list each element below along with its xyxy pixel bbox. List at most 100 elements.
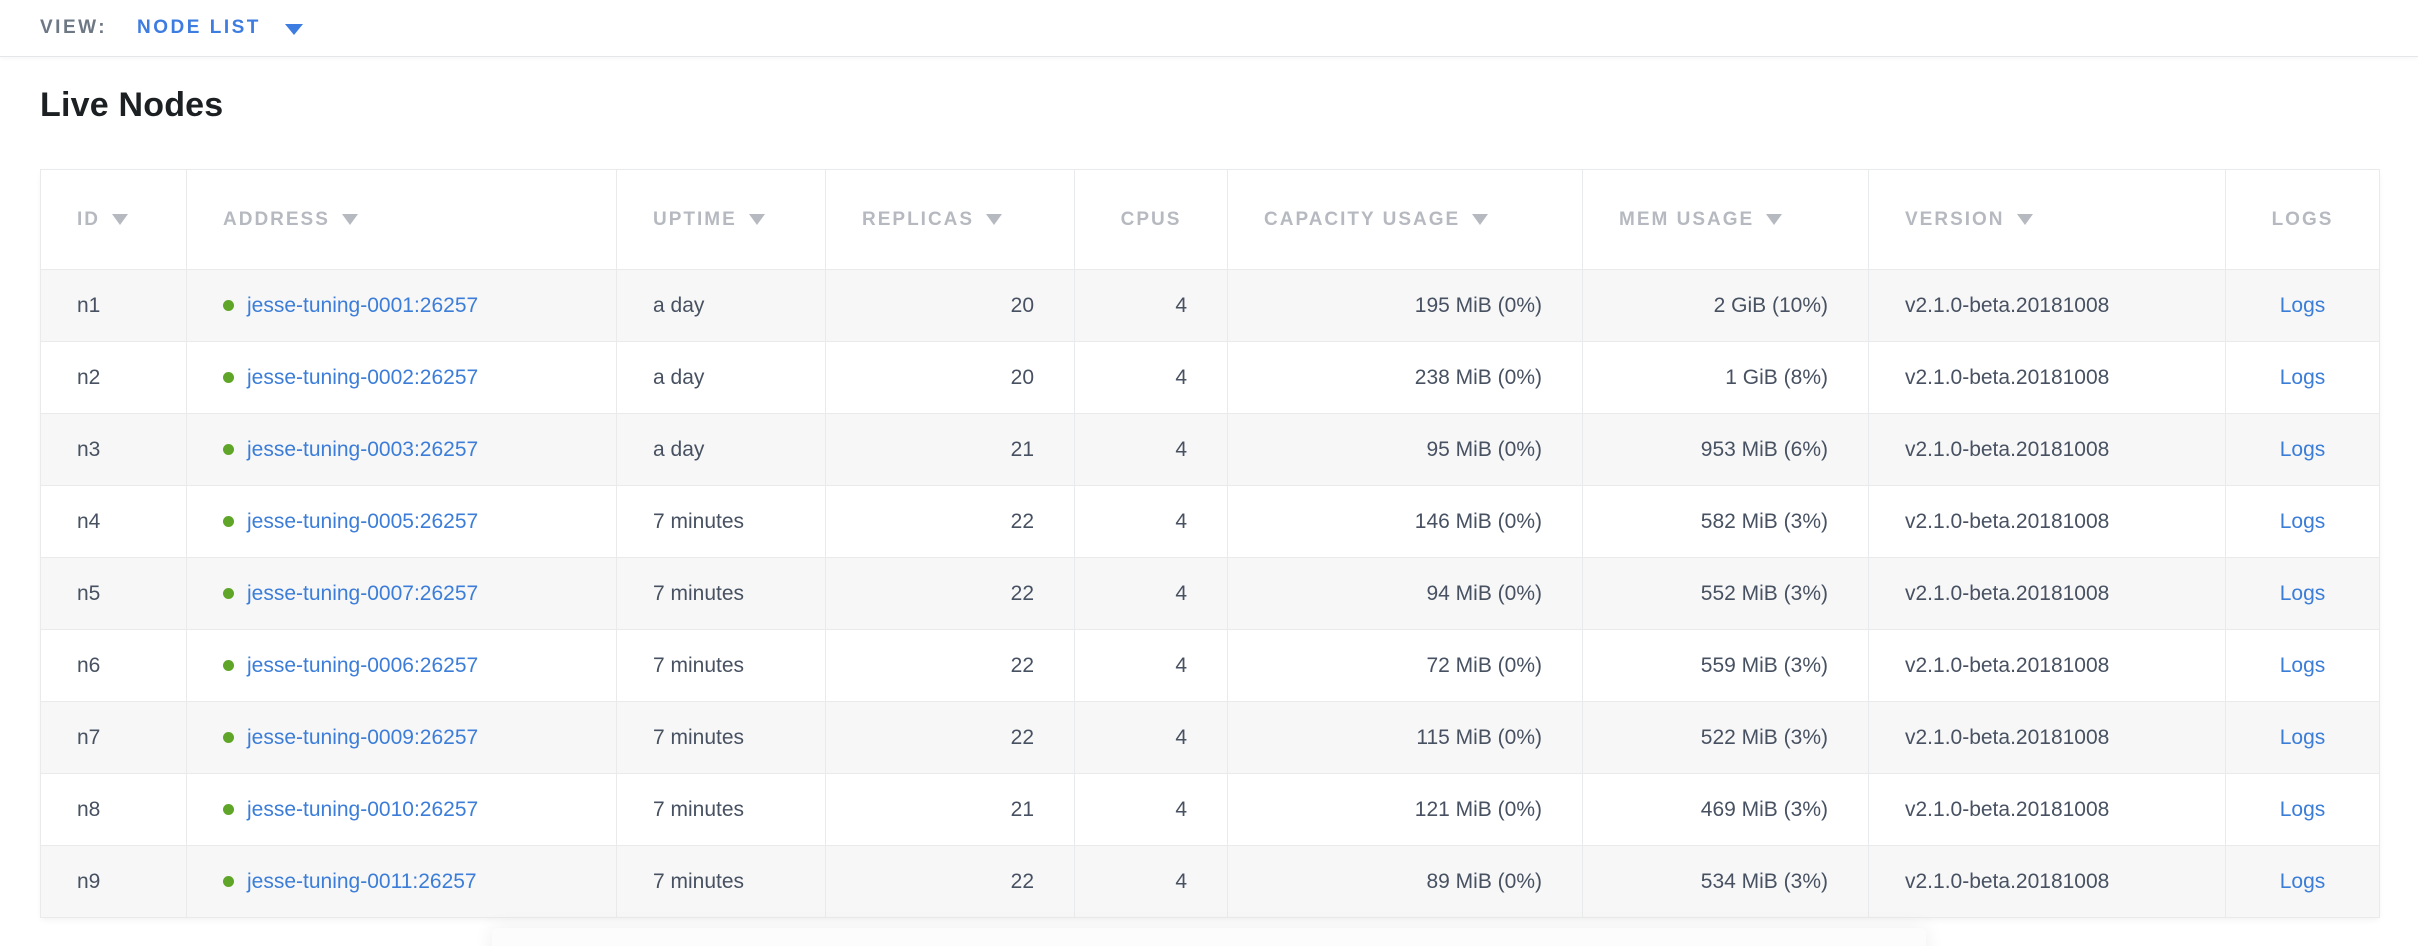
page-title: Live Nodes <box>40 86 224 124</box>
logs-cell: Logs <box>2225 629 2380 702</box>
mem-cell: 953 MiB (6%) <box>1582 413 1869 486</box>
capacity-cell: 146 MiB (0%) <box>1227 485 1583 558</box>
mem-cell: 552 MiB (3%) <box>1582 557 1869 630</box>
node-address-link[interactable]: jesse-tuning-0006:26257 <box>247 653 479 677</box>
address-cell: jesse-tuning-0009:26257 <box>186 701 617 774</box>
uptime-cell: 7 minutes <box>616 485 826 558</box>
column-label: MEM USAGE <box>1619 208 1755 230</box>
mem-cell: 469 MiB (3%) <box>1582 773 1869 846</box>
sort-desc-icon <box>748 213 765 225</box>
node-address-link[interactable]: jesse-tuning-0007:26257 <box>247 581 479 605</box>
version-cell: v2.1.0-beta.20181008 <box>1868 701 2226 774</box>
sort-desc-icon <box>2016 213 2033 225</box>
logs-link[interactable]: Logs <box>2279 797 2326 821</box>
column-header-address[interactable]: ADDRESS <box>186 169 617 270</box>
capacity-cell: 72 MiB (0%) <box>1227 629 1583 702</box>
address-cell: jesse-tuning-0011:26257 <box>186 845 617 918</box>
id-cell: n2 <box>40 341 187 414</box>
logs-cell: Logs <box>2225 845 2380 918</box>
live-nodes-table: ID ADDRESS UPTIME REPLICAS CPUS CAPACITY USAG… <box>40 169 2380 918</box>
node-address-link[interactable]: jesse-tuning-0011:26257 <box>247 869 477 893</box>
uptime-cell: a day <box>616 413 826 486</box>
uptime-cell: 7 minutes <box>616 845 826 918</box>
live-nodes-section: Live Nodes ID ADDRESS UPTIME REPLICAS CPUS CA… <box>0 86 2418 918</box>
column-header-cpus: CPUS <box>1074 169 1228 270</box>
mem-cell: 1 GiB (8%) <box>1582 341 1869 414</box>
id-cell: n1 <box>40 269 187 342</box>
logs-cell: Logs <box>2225 341 2380 414</box>
node-address: jesse-tuning-0007:26257 <box>223 582 478 606</box>
uptime-cell: a day <box>616 341 826 414</box>
address-cell: jesse-tuning-0002:26257 <box>186 341 617 414</box>
capacity-cell: 195 MiB (0%) <box>1227 269 1583 342</box>
version-cell: v2.1.0-beta.20181008 <box>1868 557 2226 630</box>
live-status-dot-icon <box>223 804 234 816</box>
node-address: jesse-tuning-0003:26257 <box>223 438 478 462</box>
sort-desc-icon <box>1766 213 1783 225</box>
replicas-cell: 22 <box>825 629 1075 702</box>
id-cell: n9 <box>40 845 187 918</box>
version-cell: v2.1.0-beta.20181008 <box>1868 413 2226 486</box>
address-cell: jesse-tuning-0006:26257 <box>186 629 617 702</box>
column-header-capacity[interactable]: CAPACITY USAGE <box>1227 169 1583 270</box>
node-row-n7: n7 jesse-tuning-0009:26257 7 minutes 22 4 115… <box>40 701 2380 774</box>
live-status-dot-icon <box>223 300 234 312</box>
sort-desc-icon <box>112 213 128 225</box>
sort-desc-icon <box>986 213 1003 225</box>
column-header-version[interactable]: VERSION <box>1868 169 2226 270</box>
node-address-link[interactable]: jesse-tuning-0002:26257 <box>247 365 479 389</box>
node-address: jesse-tuning-0006:26257 <box>223 654 478 678</box>
node-row-n2: n2 jesse-tuning-0002:26257 a day 20 4 238 MiB… <box>40 341 2380 414</box>
column-header-uptime[interactable]: UPTIME <box>616 169 826 270</box>
version-cell: v2.1.0-beta.20181008 <box>1868 845 2226 918</box>
view-dropdown-value: NODE LIST <box>137 17 261 38</box>
capacity-cell: 238 MiB (0%) <box>1227 341 1583 414</box>
address-cell: jesse-tuning-0010:26257 <box>186 773 617 846</box>
node-address-link[interactable]: jesse-tuning-0003:26257 <box>247 437 479 461</box>
column-header-replicas[interactable]: REPLICAS <box>825 169 1075 270</box>
id-cell: n6 <box>40 629 187 702</box>
version-cell: v2.1.0-beta.20181008 <box>1868 629 2226 702</box>
chevron-down-icon <box>284 24 303 35</box>
replicas-cell: 21 <box>825 773 1075 846</box>
node-row-n6: n6 jesse-tuning-0006:26257 7 minutes 22 4 72 … <box>40 629 2380 702</box>
node-address-link[interactable]: jesse-tuning-0005:26257 <box>247 509 479 533</box>
capacity-cell: 94 MiB (0%) <box>1227 557 1583 630</box>
sort-desc-icon <box>341 213 358 225</box>
logs-link[interactable]: Logs <box>2279 293 2326 317</box>
logs-link[interactable]: Logs <box>2279 365 2326 389</box>
logs-link[interactable]: Logs <box>2279 509 2326 533</box>
column-label: ADDRESS <box>223 208 330 230</box>
node-address-link[interactable]: jesse-tuning-0010:26257 <box>247 797 479 821</box>
logs-link[interactable]: Logs <box>2279 725 2326 749</box>
cpus-cell: 4 <box>1074 701 1228 774</box>
address-cell: jesse-tuning-0003:26257 <box>186 413 617 486</box>
mem-cell: 534 MiB (3%) <box>1582 845 1869 918</box>
version-cell: v2.1.0-beta.20181008 <box>1868 485 2226 558</box>
view-label: VIEW: <box>40 17 108 38</box>
uptime-cell: a day <box>616 269 826 342</box>
logs-link[interactable]: Logs <box>2279 869 2326 893</box>
logs-cell: Logs <box>2225 701 2380 774</box>
node-row-n5: n5 jesse-tuning-0007:26257 7 minutes 22 4 94 … <box>40 557 2380 630</box>
replicas-cell: 22 <box>825 701 1075 774</box>
column-header-id[interactable]: ID <box>40 169 187 270</box>
logs-link[interactable]: Logs <box>2279 581 2326 605</box>
column-header-logs: LOGS <box>2225 169 2380 270</box>
column-header-mem[interactable]: MEM USAGE <box>1582 169 1869 270</box>
logs-cell: Logs <box>2225 485 2380 558</box>
cpus-cell: 4 <box>1074 269 1228 342</box>
table-header: ID ADDRESS UPTIME REPLICAS CPUS CAPACITY USAG… <box>40 169 2380 270</box>
node-row-n4: n4 jesse-tuning-0005:26257 7 minutes 22 4 146… <box>40 485 2380 558</box>
logs-link[interactable]: Logs <box>2279 653 2326 677</box>
node-address-link[interactable]: jesse-tuning-0009:26257 <box>247 725 479 749</box>
node-row-n3: n3 jesse-tuning-0003:26257 a day 21 4 95 MiB … <box>40 413 2380 486</box>
uptime-cell: 7 minutes <box>616 701 826 774</box>
cpus-cell: 4 <box>1074 413 1228 486</box>
address-cell: jesse-tuning-0001:26257 <box>186 269 617 342</box>
node-address-link[interactable]: jesse-tuning-0001:26257 <box>247 293 479 317</box>
logs-link[interactable]: Logs <box>2279 437 2326 461</box>
uptime-cell: 7 minutes <box>616 557 826 630</box>
view-dropdown[interactable]: NODE LIST <box>137 17 303 39</box>
id-cell: n7 <box>40 701 187 774</box>
